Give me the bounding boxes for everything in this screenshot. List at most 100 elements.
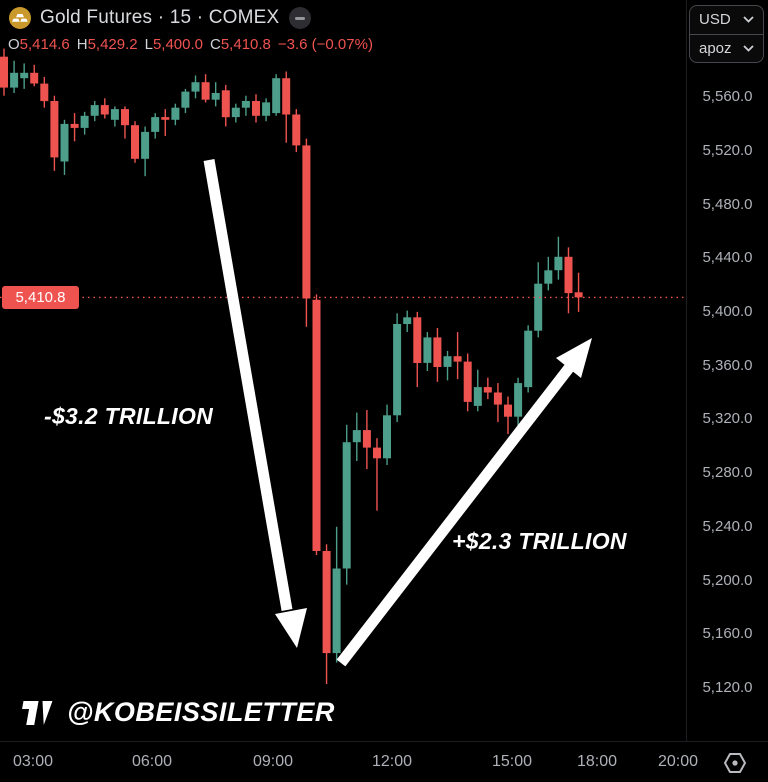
candles-group [0, 48, 583, 684]
price-axis-label: 5,200.0 [702, 571, 753, 589]
candle-body [544, 270, 553, 284]
recovery-up-arrow [336, 338, 592, 667]
time-axis-label: 03:00 [12, 753, 54, 770]
gain-annotation-label: +$2.3 TRILLION [452, 528, 627, 554]
candle-body [272, 78, 281, 114]
candle-body [262, 102, 271, 116]
currency-unit-selector: USD apoz [689, 5, 764, 63]
candle-body [453, 356, 462, 362]
candle-body [312, 299, 321, 551]
candle-body [373, 447, 381, 459]
axis-settings-button[interactable] [722, 750, 748, 781]
unit-value: apoz [699, 39, 732, 57]
candle-body [403, 317, 412, 324]
candle-body [40, 83, 49, 102]
candle-body [20, 72, 29, 79]
candle-body [151, 117, 160, 132]
candle-body [282, 78, 291, 115]
candle-body [141, 131, 150, 159]
minus-icon [295, 16, 306, 20]
candle-body [60, 123, 69, 162]
price-axis-label: 5,400.0 [702, 302, 753, 320]
symbol-title: Gold Futures · 15 · COMEX [40, 7, 280, 28]
candle-body [483, 387, 492, 393]
ohlc-key: C [210, 36, 221, 53]
candle-body [231, 107, 240, 118]
candle-body [362, 430, 371, 448]
candle-body [524, 330, 533, 388]
price-axis-label: 5,320.0 [702, 410, 753, 428]
ohlc-value: 5,429.2 [87, 36, 138, 53]
candle-body [100, 105, 109, 115]
collapse-header-button[interactable] [289, 7, 312, 29]
candle-body [252, 101, 260, 116]
price-change: −3.6 (−0.07%) [277, 36, 373, 53]
candle-body [221, 90, 230, 118]
candle-body [463, 361, 472, 402]
candle-body [110, 109, 119, 120]
candle-body [393, 324, 402, 416]
candle-body [504, 404, 512, 417]
ohlc-key: H [76, 36, 88, 53]
price-axis-label: 5,280.0 [702, 464, 753, 482]
currency-value: USD [699, 11, 731, 29]
chevron-down-icon [743, 16, 754, 24]
candle-body [332, 568, 341, 654]
time-axis-label: 18:00 [576, 753, 618, 770]
candle-body [241, 101, 250, 108]
time-axis[interactable]: 03:00 06:00 09:00 12:00 15:00 18:00 20:00 [0, 741, 768, 782]
time-axis-label: 09:00 [252, 753, 294, 770]
watermark-handle: @KOBEISSILETTER [67, 697, 335, 727]
candle-body [50, 101, 59, 158]
candle-body [534, 283, 543, 331]
price-axis-label: 5,240.0 [702, 517, 753, 535]
price-axis-label: 5,560.0 [702, 88, 753, 105]
candle-body [181, 91, 190, 108]
candle-body [0, 56, 8, 88]
candle-body [171, 107, 180, 120]
crash-down-arrow [203, 159, 307, 648]
price-axis-label: 5,360.0 [702, 356, 753, 374]
candle-body [191, 82, 200, 92]
candle-body [322, 551, 331, 654]
hexagon-settings-icon [724, 753, 746, 773]
chevron-down-icon [743, 45, 754, 52]
time-axis-label: 15:00 [491, 753, 533, 770]
price-axis-label: 5,520.0 [702, 141, 753, 159]
price-axis-label: 5,160.0 [702, 625, 753, 643]
ohlc-key: O [8, 36, 20, 53]
last-price-badge: 5,410.8 [2, 285, 79, 309]
currency-dropdown[interactable]: USD [690, 6, 763, 34]
candle-body [131, 125, 139, 159]
candle-body [10, 72, 19, 88]
watermark: @KOBEISSILETTER [16, 697, 335, 728]
gold-ingots-icon [8, 6, 32, 30]
candle-body [433, 337, 442, 367]
candle-body [342, 442, 351, 569]
candle-body [493, 392, 502, 405]
candle-body [211, 93, 220, 100]
candle-body [574, 292, 583, 298]
ohlc-value: 5,414.6 [19, 36, 70, 53]
price-axis-label: 5,480.0 [702, 195, 753, 213]
candle-body [30, 72, 39, 84]
ohlc-value: 5,400.0 [152, 36, 203, 53]
candle-body [443, 356, 452, 367]
candle-body [473, 387, 482, 406]
price-axis[interactable]: 5,560.0 5,520.0 5,480.0 5,440.0 5,400.0 5,360… [686, 0, 768, 741]
unit-dropdown[interactable]: apoz [690, 33, 763, 63]
candle-body [80, 115, 89, 128]
time-axis-label: 12:00 [371, 753, 413, 770]
time-axis-label: 06:00 [131, 753, 173, 770]
ohlc-key: L [144, 36, 153, 53]
candle-body [302, 145, 311, 299]
drop-annotation-label: -$3.2 TRILLION [44, 403, 214, 429]
chart-header: Gold Futures · 15 · COMEX O5,414.6 H5,42… [8, 4, 373, 53]
time-axis-label: 20:00 [657, 753, 699, 770]
candle-body [413, 317, 422, 363]
candle-body [161, 117, 170, 120]
candle-body [292, 114, 301, 146]
price-axis-label: 5,440.0 [702, 249, 753, 267]
